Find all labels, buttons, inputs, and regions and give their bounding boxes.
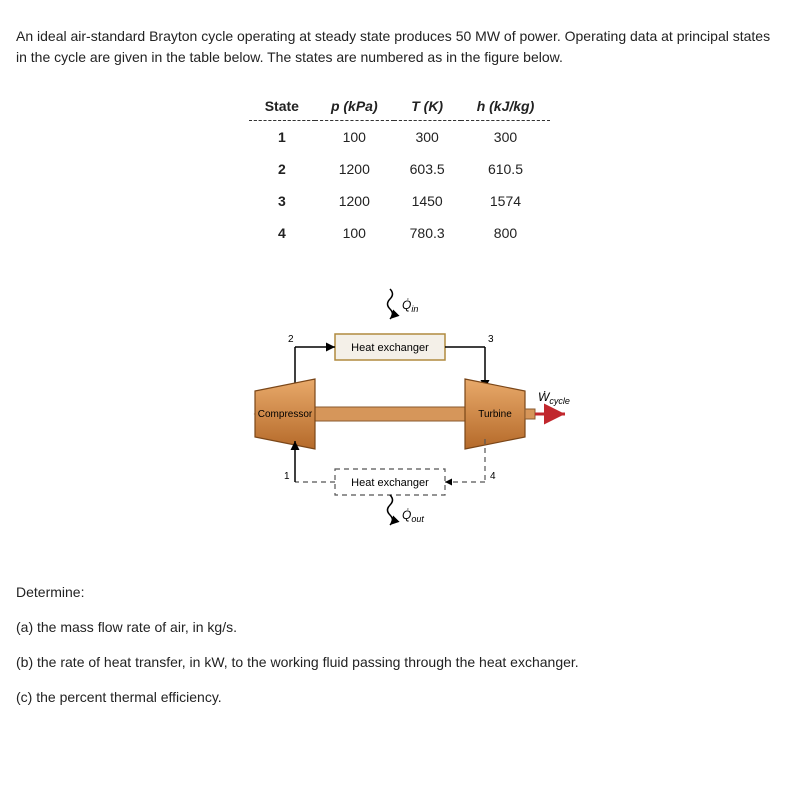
cell: 2 — [249, 153, 315, 185]
cell: 300 — [394, 121, 461, 154]
wcycle-label: Ẇcycle — [538, 390, 570, 406]
compressor-label: Compressor — [257, 409, 312, 420]
data-table-container: State p (kPa) T (K) h (kJ/kg) 1 100 300 … — [16, 92, 783, 249]
brayton-figure: Q̇in Heat exchanger 2 3 Compressor Turbi… — [16, 279, 783, 542]
state4-label: 4 — [490, 471, 496, 482]
intro-text: An ideal air-standard Brayton cycle oper… — [16, 26, 783, 68]
cell: 603.5 — [394, 153, 461, 185]
determine-label: Determine: — [16, 582, 783, 603]
col-h: h (kJ/kg) — [461, 92, 551, 121]
state3-label: 3 — [488, 334, 494, 345]
cell: 1574 — [461, 185, 551, 217]
hx-bot-label: Heat exchanger — [351, 477, 429, 489]
cell: 100 — [315, 217, 394, 249]
question-a: (a) the mass flow rate of air, in kg/s. — [16, 617, 783, 638]
output-stub — [525, 409, 535, 419]
cell: 3 — [249, 185, 315, 217]
shaft — [315, 407, 465, 421]
table-row: 4 100 780.3 800 — [249, 217, 551, 249]
state-table: State p (kPa) T (K) h (kJ/kg) 1 100 300 … — [249, 92, 551, 249]
cycle-diagram: Q̇in Heat exchanger 2 3 Compressor Turbi… — [220, 279, 580, 539]
table-row: 1 100 300 300 — [249, 121, 551, 154]
table-row: 2 1200 603.5 610.5 — [249, 153, 551, 185]
questions: Determine: (a) the mass flow rate of air… — [16, 582, 783, 708]
qout-label: Q̇out — [402, 508, 424, 524]
cell: 1200 — [315, 153, 394, 185]
cell: 800 — [461, 217, 551, 249]
cell: 300 — [461, 121, 551, 154]
col-t: T (K) — [394, 92, 461, 121]
cell: 1 — [249, 121, 315, 154]
qout-arrow — [387, 495, 392, 525]
qin-arrow — [387, 289, 392, 319]
cell: 4 — [249, 217, 315, 249]
question-b: (b) the rate of heat transfer, in kW, to… — [16, 652, 783, 673]
cell: 100 — [315, 121, 394, 154]
state1-label: 1 — [284, 471, 290, 482]
turbine-label: Turbine — [478, 409, 512, 420]
cell: 1200 — [315, 185, 394, 217]
hx-top-label: Heat exchanger — [351, 342, 429, 354]
cell: 780.3 — [394, 217, 461, 249]
cell: 1450 — [394, 185, 461, 217]
question-c: (c) the percent thermal efficiency. — [16, 687, 783, 708]
qin-label: Q̇in — [402, 298, 418, 314]
table-row: 3 1200 1450 1574 — [249, 185, 551, 217]
col-p: p (kPa) — [315, 92, 394, 121]
cell: 610.5 — [461, 153, 551, 185]
col-state: State — [249, 92, 315, 121]
state2-label: 2 — [288, 334, 294, 345]
